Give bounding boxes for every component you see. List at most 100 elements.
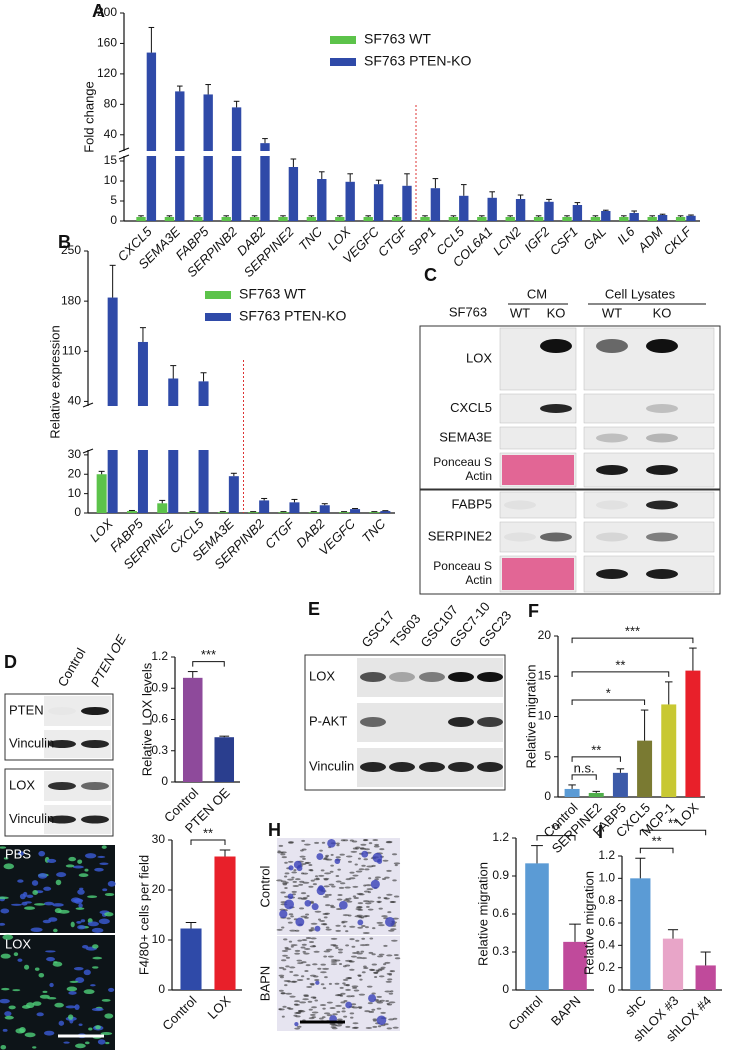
error-bar — [352, 508, 359, 510]
bar — [391, 217, 402, 221]
cell — [75, 1043, 86, 1049]
error-bar — [479, 215, 485, 217]
cell — [44, 1030, 55, 1036]
cell — [335, 856, 341, 859]
cell — [338, 951, 343, 954]
cell — [108, 987, 115, 992]
cell — [298, 1010, 302, 1013]
significance-bracket — [571, 671, 670, 677]
cell — [337, 893, 343, 896]
cell — [390, 990, 394, 993]
blot-strip — [499, 327, 577, 391]
cell — [383, 944, 388, 947]
y-tick-label: 1.2 — [598, 848, 615, 862]
bar — [637, 740, 653, 797]
x-tick-label: ADM — [634, 224, 666, 256]
error-bar — [665, 681, 673, 705]
row-label: CXCL5 — [450, 400, 492, 415]
error-bar — [159, 499, 166, 504]
cell — [368, 951, 374, 954]
cell — [373, 971, 379, 974]
row-label: Vinculin — [309, 758, 354, 773]
group-label: Cell Lysates — [605, 286, 676, 301]
cell — [291, 890, 297, 893]
error-bar — [507, 215, 514, 217]
cell — [384, 897, 390, 900]
cell — [322, 967, 330, 970]
cell — [386, 869, 392, 872]
cell — [276, 879, 283, 882]
bar — [477, 217, 487, 221]
error-bar — [219, 849, 231, 857]
cell — [358, 993, 366, 996]
cell — [342, 982, 346, 985]
y-axis-label: Relative expression — [47, 325, 62, 438]
blot-strip — [499, 426, 577, 450]
cell — [365, 884, 372, 887]
cell — [312, 944, 316, 947]
cell — [376, 995, 383, 998]
y-tick-label: 0 — [158, 982, 165, 996]
cell — [326, 1001, 333, 1004]
cell — [283, 875, 288, 878]
bar — [175, 91, 185, 222]
cell — [385, 980, 392, 983]
cell — [321, 841, 326, 844]
bar — [126, 511, 137, 513]
cell — [345, 988, 352, 991]
error-bar — [187, 671, 198, 678]
cell — [286, 917, 291, 920]
cell — [293, 1003, 299, 1006]
lane-label: WT — [510, 305, 530, 320]
cell — [378, 924, 385, 927]
migrated-cell — [287, 893, 294, 900]
band — [646, 433, 678, 443]
cell — [368, 877, 372, 880]
error-bar — [460, 184, 467, 196]
cell — [281, 926, 285, 929]
y-tick-label: 20 — [68, 466, 82, 480]
cell — [298, 883, 304, 886]
panel-letter: F — [528, 601, 539, 621]
band — [596, 465, 628, 475]
cell — [31, 880, 39, 886]
cell — [345, 878, 352, 881]
cell — [78, 903, 83, 909]
migrated-cell — [376, 1015, 387, 1026]
bar — [157, 503, 168, 513]
cell — [293, 869, 297, 872]
y-tick-label: 200 — [97, 5, 117, 19]
y-tick-label: 10 — [152, 932, 166, 946]
bar — [182, 677, 203, 782]
cell — [342, 914, 350, 917]
cell — [392, 879, 397, 882]
cell — [323, 1012, 331, 1015]
cell — [374, 876, 381, 879]
cell — [281, 856, 287, 859]
cell — [322, 1007, 326, 1010]
cell — [340, 882, 346, 885]
bar — [601, 211, 611, 221]
cell — [299, 1001, 307, 1004]
cell — [318, 874, 325, 877]
cell — [276, 928, 283, 931]
cell — [356, 956, 362, 959]
cell — [300, 946, 306, 949]
cell — [320, 869, 325, 872]
significance-bracket — [192, 661, 225, 667]
cell — [352, 840, 358, 843]
lane-label: KO — [547, 305, 566, 320]
cell — [371, 864, 376, 867]
cell — [345, 930, 349, 933]
panel-letter: D — [4, 652, 17, 672]
cell — [357, 974, 362, 977]
cell — [360, 957, 368, 960]
cell — [21, 901, 28, 906]
migrated-cell — [372, 852, 383, 863]
band — [360, 717, 386, 727]
y-tick-label: 120 — [97, 66, 117, 80]
cell — [391, 939, 398, 942]
cell — [299, 855, 306, 858]
cell — [4, 1011, 12, 1017]
bar — [248, 512, 259, 513]
